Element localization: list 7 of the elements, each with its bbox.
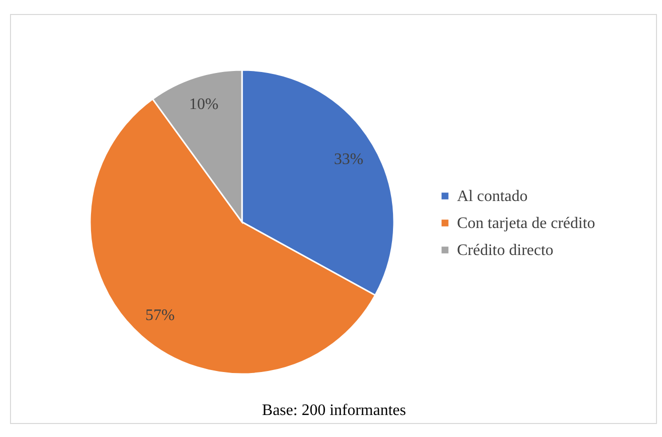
data-label: 10%	[189, 96, 218, 114]
data-label: 57%	[145, 306, 175, 324]
text: Base: 200 informantes	[262, 402, 406, 419]
legend-label: Crédito directo	[457, 242, 554, 259]
legend-label: Con tarjeta de crédito	[457, 215, 596, 232]
legend-label: Al contado	[457, 188, 528, 205]
data-label: 33%	[334, 150, 364, 168]
